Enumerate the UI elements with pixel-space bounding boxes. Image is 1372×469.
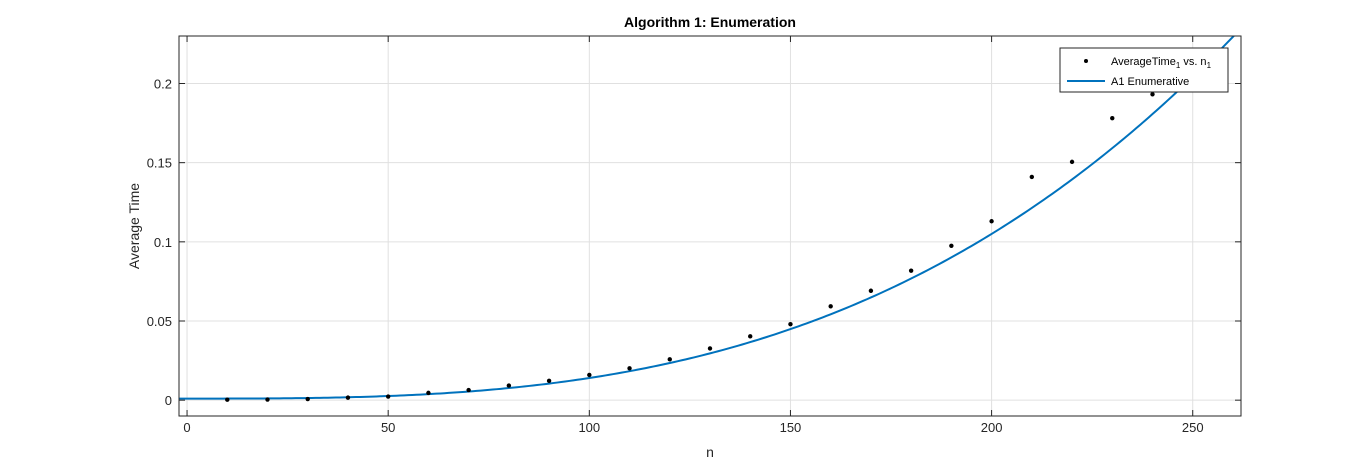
x-tick-label: 100 bbox=[578, 420, 600, 435]
x-tick-labels: 0 50 100 150 200 250 bbox=[183, 420, 1203, 435]
data-point bbox=[587, 372, 592, 378]
data-point bbox=[426, 390, 431, 396]
chart-title: Algorithm 1: Enumeration bbox=[624, 14, 796, 30]
y-tick-label: 0.1 bbox=[154, 235, 172, 250]
data-point bbox=[949, 243, 954, 248]
grid bbox=[179, 36, 1241, 416]
data-point bbox=[707, 346, 713, 351]
legend: AverageTime1 vs. n1 A1 Enumerative bbox=[1059, 47, 1229, 93]
data-point bbox=[1150, 92, 1155, 97]
y-axis-label: Average Time bbox=[126, 183, 142, 269]
data-point bbox=[1110, 115, 1115, 121]
y-tick-label: 0.05 bbox=[147, 314, 172, 329]
data-point bbox=[265, 397, 270, 402]
data-point bbox=[908, 268, 914, 273]
legend-entry-points: AverageTime1 vs. n1 bbox=[1111, 56, 1212, 70]
x-axis-label: n bbox=[706, 444, 714, 460]
y-tick-label: 0 bbox=[165, 393, 172, 408]
data-points-layer bbox=[225, 92, 1155, 402]
data-point bbox=[1029, 174, 1035, 180]
y-tick-label: 0.2 bbox=[154, 77, 172, 92]
y-tick-label: 0.15 bbox=[147, 156, 172, 171]
data-point bbox=[868, 288, 874, 293]
data-point bbox=[546, 378, 552, 384]
x-tick-label: 250 bbox=[1182, 420, 1204, 435]
x-tick-label: 200 bbox=[981, 420, 1003, 435]
data-point bbox=[506, 383, 512, 388]
ticks bbox=[179, 36, 1241, 416]
data-point bbox=[305, 396, 310, 402]
fit-curve bbox=[179, 36, 1236, 400]
legend-entry-fit: A1 Enumerative bbox=[1111, 76, 1189, 88]
data-point bbox=[828, 304, 833, 309]
data-point bbox=[788, 321, 793, 327]
plot-area bbox=[179, 36, 1241, 416]
data-point bbox=[385, 394, 391, 399]
axes-box bbox=[178, 35, 1242, 417]
data-point bbox=[989, 219, 994, 224]
data-point bbox=[1069, 159, 1075, 165]
data-point bbox=[225, 397, 230, 402]
x-tick-label: 150 bbox=[780, 420, 802, 435]
x-tick-label: 50 bbox=[381, 420, 395, 435]
data-point bbox=[466, 387, 471, 393]
y-tick-labels: 0 0.05 0.1 0.15 0.2 bbox=[147, 77, 172, 409]
data-point bbox=[345, 395, 351, 400]
data-point bbox=[748, 334, 753, 339]
legend-box bbox=[1059, 47, 1229, 93]
fit-curve-layer bbox=[179, 36, 1236, 400]
data-point bbox=[667, 357, 672, 362]
x-tick-label: 0 bbox=[183, 420, 190, 435]
data-point bbox=[627, 366, 632, 371]
legend-marker-points bbox=[1084, 59, 1088, 63]
